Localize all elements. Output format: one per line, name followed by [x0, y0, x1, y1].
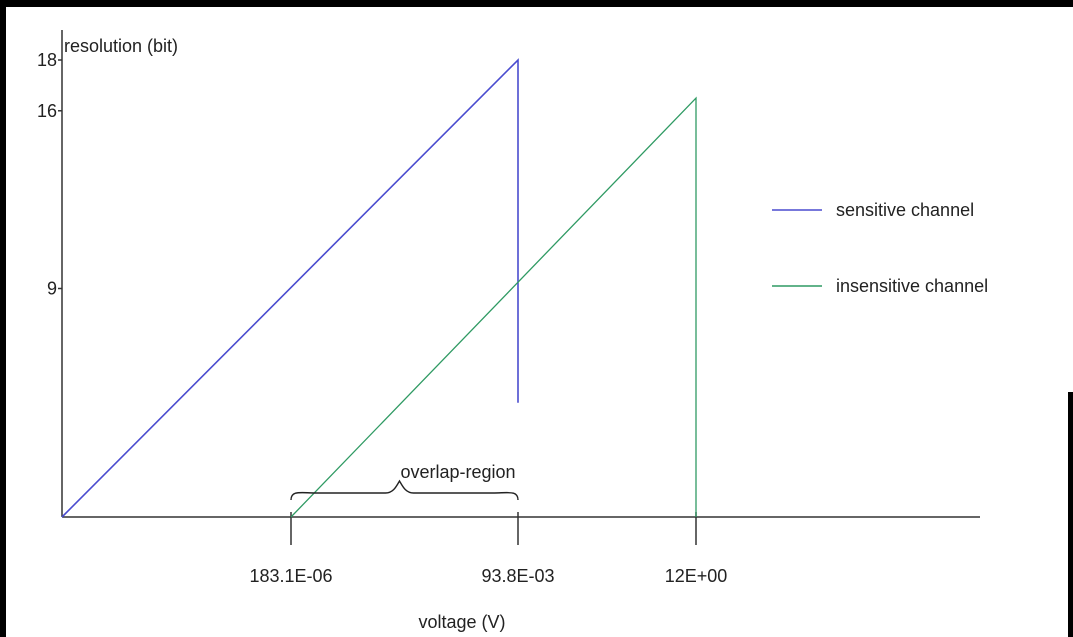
- chart-background: [6, 7, 1073, 637]
- y-tick-label-9: 9: [47, 279, 57, 299]
- overlap-region-label: overlap-region: [400, 462, 515, 482]
- x-tick-label-0: 183.1E-06: [249, 566, 332, 586]
- x-tick-label-2: 12E+00: [665, 566, 728, 586]
- legend-label-1: insensitive channel: [836, 276, 988, 296]
- x-axis-title: voltage (V): [418, 612, 505, 632]
- y-tick-label-16: 16: [37, 101, 57, 121]
- series-line-sensitive: [61, 58, 519, 518]
- annotation-layer: overlap-region: [290, 462, 519, 501]
- legend-label-0: sensitive channel: [836, 200, 974, 220]
- series-layer: [61, 58, 697, 518]
- frame-notch: [1068, 392, 1073, 637]
- legend: sensitive channel insensitive channel: [772, 200, 988, 296]
- y-axis-title: resolution (bit): [64, 36, 178, 56]
- x-tick-label-1: 93.8E-03: [481, 566, 554, 586]
- axes: 18 16 9 183.1E-06 93.8E-03 12E+00: [37, 30, 980, 586]
- y-tick-label-18: 18: [37, 50, 57, 70]
- overlap-brace: [290, 479, 519, 501]
- series-line-insensitive: [290, 96, 697, 518]
